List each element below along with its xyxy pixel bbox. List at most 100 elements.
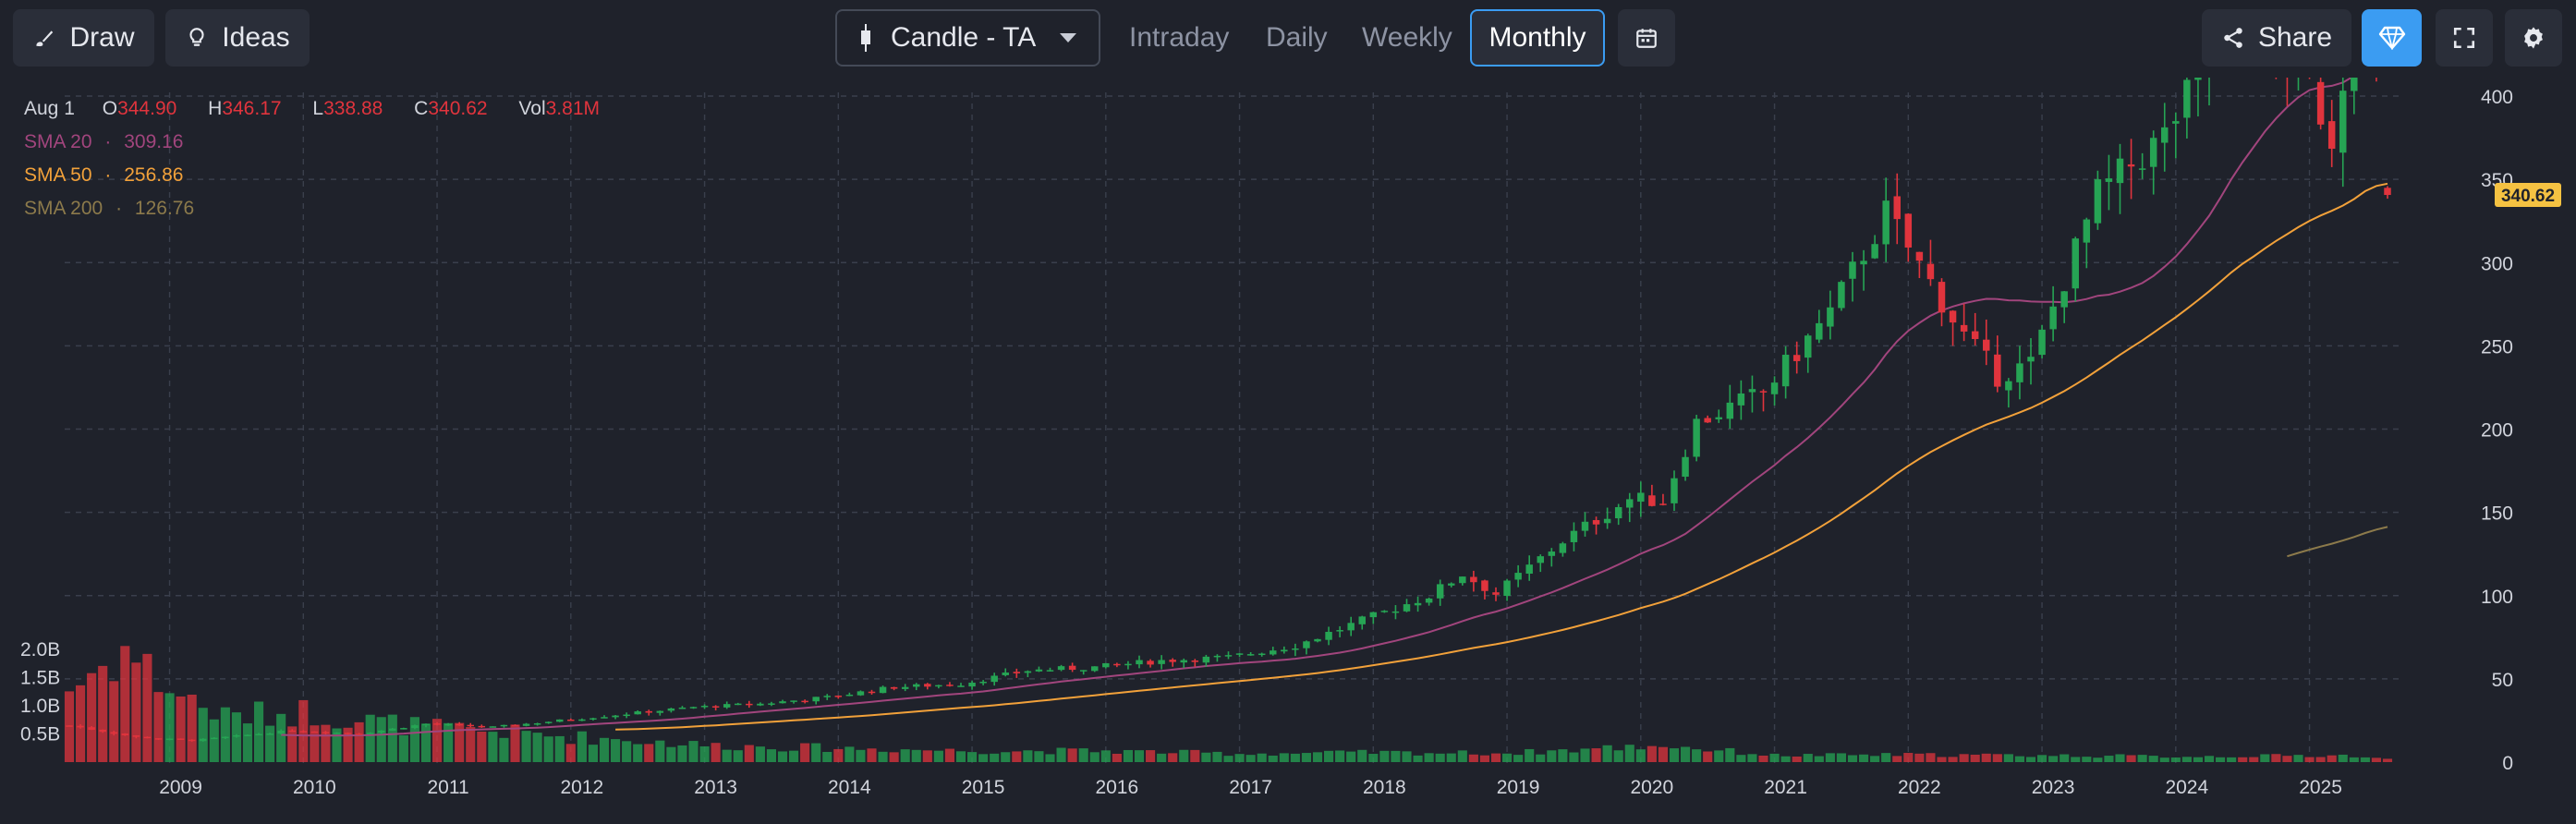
last-price-badge — [2495, 183, 2561, 208]
volume-bar — [2025, 757, 2036, 762]
volume-bar — [532, 733, 542, 762]
tab-intraday[interactable]: Intraday — [1129, 22, 1230, 53]
brush-icon — [36, 30, 54, 47]
volume-bar — [2349, 757, 2359, 762]
candle-body — [310, 731, 319, 733]
volume-bar — [1379, 750, 1390, 762]
candle-body — [154, 738, 163, 740]
year-tick-label: 2023 — [2032, 777, 2075, 798]
volume-bar — [1948, 757, 1958, 762]
volume-bar — [1134, 750, 1145, 762]
volume-bar — [1680, 746, 1691, 762]
volume-bar — [867, 748, 877, 762]
year-tick-label: 2022 — [1898, 777, 1941, 798]
tab-weekly[interactable]: Weekly — [1362, 22, 1452, 53]
volume-bar — [1279, 753, 1289, 762]
volume-bar — [1536, 754, 1546, 762]
candle-body — [2339, 91, 2347, 153]
volume-bar — [1501, 753, 1513, 762]
candle-body — [1191, 660, 1199, 662]
volume-bar — [2371, 757, 2382, 762]
volume-bar — [176, 696, 186, 762]
candle-body — [1481, 580, 1488, 591]
volume-bar — [420, 723, 431, 762]
share-button[interactable]: Share — [2202, 9, 2351, 67]
candle-body — [645, 710, 652, 713]
volume-bar — [2304, 757, 2315, 762]
volume-bar — [276, 713, 286, 762]
calendar-button[interactable] — [1618, 9, 1675, 67]
settings-button[interactable] — [2505, 9, 2562, 67]
candle-icon — [861, 24, 870, 52]
candle-body — [1938, 282, 1946, 313]
volume-bar — [922, 750, 932, 762]
chart-type-select[interactable]: Candle - TA — [835, 9, 1100, 67]
legend-date: Aug 1 — [24, 98, 75, 119]
premium-button[interactable] — [2362, 9, 2422, 67]
candle-body — [2049, 306, 2057, 330]
volume-bar — [833, 748, 844, 762]
tab-daily[interactable]: Daily — [1266, 22, 1328, 53]
candle-body — [433, 723, 441, 725]
fullscreen-button[interactable] — [2436, 9, 2493, 67]
volume-bar — [253, 701, 264, 762]
volume-bar — [2170, 757, 2181, 762]
volume-bar — [1001, 752, 1011, 762]
volume-bar — [1825, 753, 1835, 762]
volume-bar — [744, 745, 754, 762]
legend-high-key: H — [208, 98, 223, 119]
candle-body — [979, 682, 987, 684]
volume-bar — [109, 681, 119, 762]
share-icon — [2224, 28, 2242, 48]
volume-bar — [444, 722, 454, 762]
volume-bar — [2327, 755, 2337, 762]
candle-body — [1581, 521, 1589, 531]
volume-bar — [98, 665, 108, 762]
legend-close-key: C — [414, 98, 429, 119]
tab-monthly[interactable]: Monthly — [1470, 9, 1605, 67]
candle-body — [2094, 179, 2102, 224]
volume-bar — [265, 725, 275, 762]
volume-bar — [1669, 748, 1680, 762]
volume-bar — [1736, 755, 1746, 762]
candle-body — [2384, 188, 2391, 196]
volume-bar — [978, 754, 989, 762]
volume-bar — [387, 714, 397, 762]
candle-body — [723, 704, 731, 708]
volume-bar — [1970, 754, 1980, 762]
volume-bar — [722, 749, 732, 762]
volume-bar — [2003, 754, 2013, 762]
candle-body — [1759, 391, 1768, 393]
candle-body — [132, 735, 140, 737]
volume-bar — [131, 662, 141, 762]
volume-bar — [1926, 753, 1936, 762]
candle-body — [1068, 665, 1076, 671]
ideas-label: Ideas — [222, 22, 290, 53]
candle-body — [700, 706, 709, 708]
volume-bar — [1245, 755, 1256, 762]
legend-low-key: L — [312, 98, 324, 119]
volume-bar — [777, 751, 788, 762]
price-tick-label: 300 — [2481, 253, 2513, 274]
candle-body — [1046, 670, 1054, 672]
candle-body — [176, 738, 185, 740]
volume-bar — [1045, 754, 1055, 762]
year-tick-label: 2018 — [1363, 777, 1406, 798]
candle-body — [1960, 324, 1968, 332]
volume-bar — [688, 741, 699, 762]
volume-bar — [633, 744, 643, 762]
candle-body — [1659, 503, 1667, 505]
candle-body — [110, 732, 117, 734]
volume-bar — [2249, 757, 2259, 762]
volume-bar — [1268, 755, 1278, 762]
sma50-legend: SMA 50 · 256.86 — [24, 164, 183, 187]
draw-button[interactable]: Draw — [13, 9, 154, 67]
candle-body — [1358, 616, 1366, 624]
sma20-legend: SMA 20 · 309.16 — [24, 131, 183, 153]
ideas-button[interactable]: Ideas — [165, 9, 310, 67]
candle-body — [322, 732, 330, 733]
volume-bar — [477, 731, 487, 762]
volume-bar — [1078, 748, 1088, 762]
